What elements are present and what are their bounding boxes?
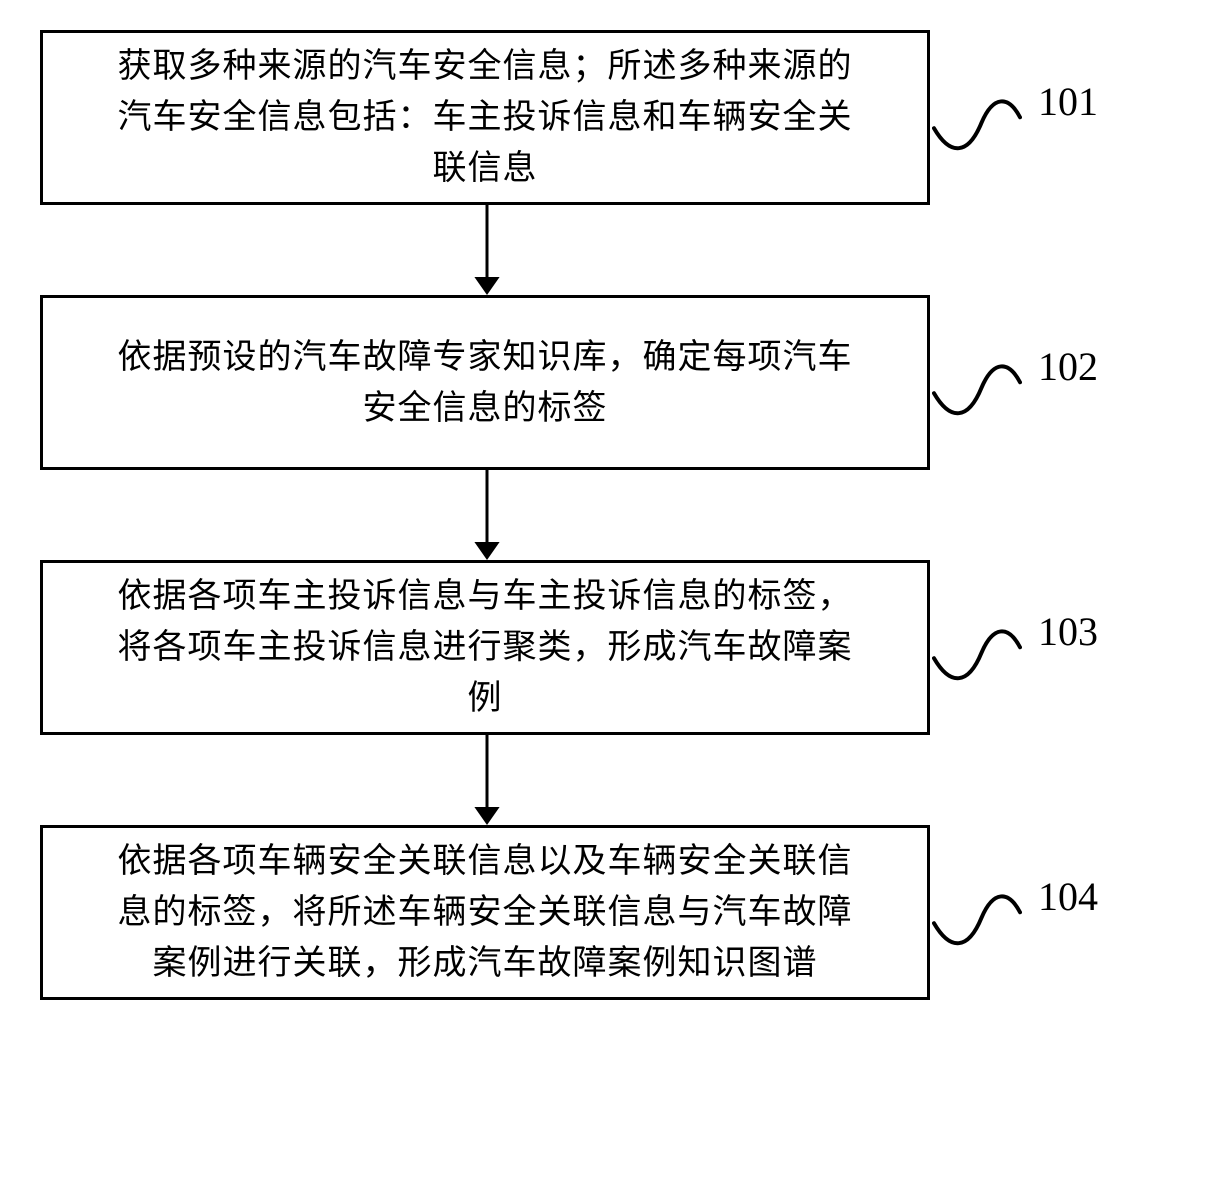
tilde-connector-icon [932, 98, 1022, 153]
step-102-label: 102 [1038, 343, 1098, 390]
tilde-connector-icon [932, 893, 1022, 948]
tilde-connector-icon [932, 363, 1022, 418]
step-104-connector: 104 [932, 893, 1092, 948]
arrow-down-icon [467, 205, 507, 295]
step-101-connector: 101 [932, 98, 1092, 153]
step-101-label: 101 [1038, 78, 1098, 125]
step-104-box: 依据各项车辆安全关联信息以及车辆安全关联信 息的标签，将所述车辆安全关联信息与汽… [40, 825, 930, 1000]
arrow-down-icon [467, 735, 507, 825]
step-103-connector: 103 [932, 628, 1092, 683]
step-102-connector: 102 [932, 363, 1092, 418]
flow-step: 依据各项车主投诉信息与车主投诉信息的标签， 将各项车主投诉信息进行聚类，形成汽车… [40, 560, 930, 735]
tilde-connector-icon [932, 628, 1022, 683]
flow-step: 依据预设的汽车故障专家知识库，确定每项汽车 安全信息的标签102 [40, 295, 930, 470]
step-102-box: 依据预设的汽车故障专家知识库，确定每项汽车 安全信息的标签 [40, 295, 930, 470]
flow-step: 获取多种来源的汽车安全信息；所述多种来源的 汽车安全信息包括：车主投诉信息和车辆… [40, 30, 930, 205]
step-103-box: 依据各项车主投诉信息与车主投诉信息的标签， 将各项车主投诉信息进行聚类，形成汽车… [40, 560, 930, 735]
flow-step: 依据各项车辆安全关联信息以及车辆安全关联信 息的标签，将所述车辆安全关联信息与汽… [40, 825, 930, 1000]
step-101-box: 获取多种来源的汽车安全信息；所述多种来源的 汽车安全信息包括：车主投诉信息和车辆… [40, 30, 930, 205]
step-104-label: 104 [1038, 873, 1098, 920]
arrow-down-icon [467, 470, 507, 560]
step-103-label: 103 [1038, 608, 1098, 655]
